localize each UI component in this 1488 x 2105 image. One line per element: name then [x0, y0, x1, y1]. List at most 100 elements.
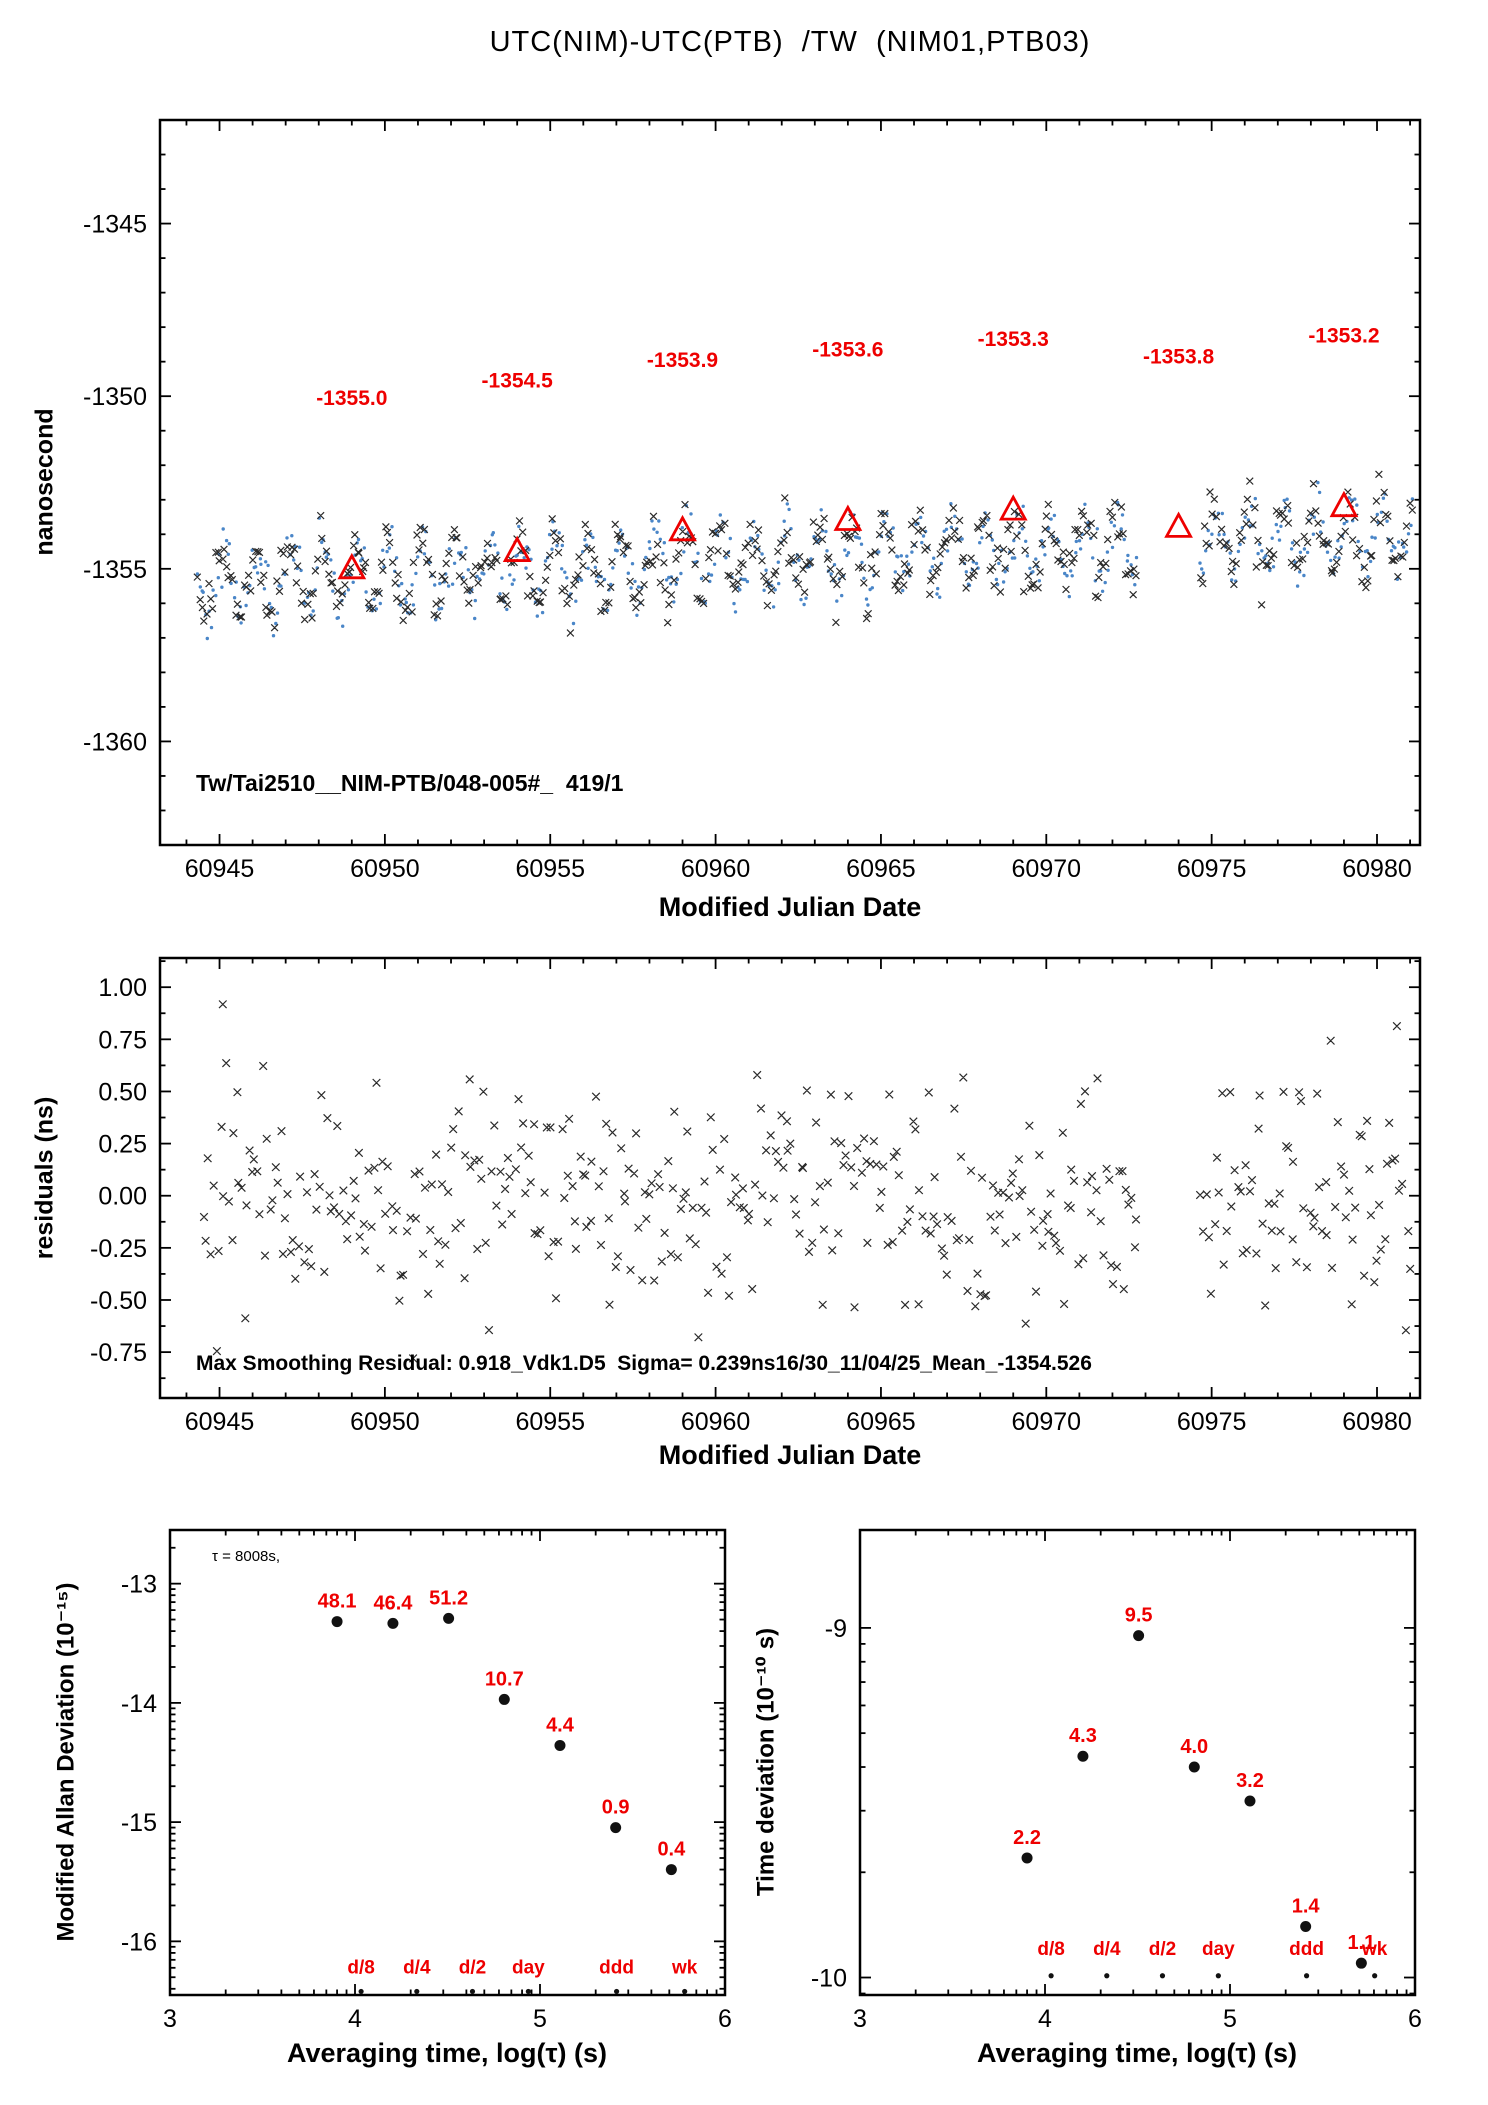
x-tick-label: 3 [853, 2005, 867, 2033]
y-tick-label: 0.25 [98, 1131, 147, 1159]
mdev-point-label: 10.7 [485, 1668, 524, 1690]
y-tick-label: -15 [121, 1809, 157, 1837]
top-panel: 60945 60950 60955 60960 60965 60970 60975 60980… [83, 118, 1422, 883]
tdev-point-label: 1.4 [1292, 1895, 1321, 1917]
duration-label: day [1202, 1939, 1235, 1960]
mdev-point [331, 1616, 343, 1628]
baseline-dot [414, 1988, 420, 1995]
mdev-point-label: 0.9 [602, 1797, 630, 1819]
mdev-xlabel: Averaging time, log(τ) (s) [286, 2038, 608, 2068]
baseline-dot [1104, 1973, 1110, 1979]
x-tick-label: 60980 [1342, 1408, 1412, 1436]
x-tick-label: 60975 [1177, 855, 1247, 883]
x-tick-label: 60965 [846, 855, 916, 883]
x-tick-label: 60960 [681, 1408, 751, 1436]
tdev-point [1188, 1761, 1200, 1773]
top-ylabel: nanosecond [30, 408, 59, 556]
daily-mean-triangle [337, 552, 367, 580]
mdev-point-label: 4.4 [546, 1714, 575, 1736]
x-tick-label: 60970 [1012, 1408, 1082, 1436]
duration-label: d/2 [1149, 1939, 1176, 1960]
tdev-ylabel: Time deviation (10⁻¹⁰ s) [752, 1627, 780, 1897]
mdev-panel: 3 4 5 6 -13 -14 -15 -16 48.1 46.4 51.2 10.7 4.4 0.9 0.… [121, 1528, 732, 2033]
duration-label: day [512, 1958, 545, 1979]
duration-label: ddd [1289, 1939, 1324, 1960]
tdev-point [1077, 1750, 1089, 1762]
mdev-point [443, 1612, 455, 1624]
daily-mean-triangle [668, 514, 697, 542]
duration-label: wk [671, 1958, 698, 1979]
baseline-dot [613, 1988, 620, 1995]
tau-note: τ = 8008s, [212, 1548, 281, 1565]
mdev-point [665, 1864, 677, 1876]
mdev-axes: 3 4 5 6 -13 -14 -15 -16 [121, 1530, 732, 2033]
top-data-points [193, 470, 1417, 641]
baseline-dot [358, 1988, 364, 1995]
y-tick-label: -9 [825, 1615, 847, 1643]
x-tick-label: 5 [533, 2005, 547, 2033]
residual-points-x [199, 1000, 1415, 1363]
x-tick-label: 6 [1408, 2005, 1422, 2033]
y-tick-label: -10 [811, 1965, 847, 1993]
duration-label: d/2 [459, 1958, 486, 1979]
mdev-frame [168, 1528, 727, 1997]
residuals-xlabel: Modified Julian Date [658, 1440, 922, 1470]
mdev-point [554, 1739, 566, 1751]
daily-mean-label: -1353.2 [1308, 325, 1379, 348]
tdev-point-label: 1.1 [1347, 1932, 1375, 1954]
x-tick-label: 4 [1038, 2005, 1052, 2033]
y-tick-label: -1350 [83, 383, 147, 411]
mdev-point [498, 1693, 510, 1705]
tdev-point [1355, 1957, 1367, 1969]
tdev-panel: 3 4 5 6 -9 -10 2.2 4.3 9.5 4.0 3.2 1.4 1.1 d/8 d/4 d/2 d… [811, 1528, 1422, 2033]
daily-mean-label: -1353.9 [647, 349, 718, 372]
y-tick-label: 0.50 [98, 1078, 147, 1106]
tdev-point-label: 9.5 [1125, 1605, 1153, 1627]
duration-label: d/8 [1037, 1939, 1064, 1960]
duration-label: ddd [599, 1958, 634, 1979]
mdev-point [387, 1617, 399, 1629]
duration-label: d/8 [347, 1958, 374, 1979]
daily-mean-label: -1353.8 [1143, 345, 1215, 368]
residuals-ylabel: residuals (ns) [30, 1096, 59, 1260]
daily-mean-triangle [833, 504, 863, 531]
x-tick-label: 60955 [515, 855, 585, 883]
residuals-axes: 60945 60950 60955 60960 60965 60970 60975 60980… [90, 958, 1420, 1436]
baseline-dot [1372, 1973, 1378, 1979]
y-tick-label: -0.25 [90, 1235, 147, 1263]
x-tick-label: 5 [1223, 2005, 1237, 2033]
tdev-point [1300, 1920, 1312, 1932]
mdev-point-label: 0.4 [657, 1839, 686, 1861]
daily-mean-triangle [502, 535, 532, 562]
x-tick-label: 3 [163, 2005, 177, 2033]
y-tick-label: -13 [121, 1571, 157, 1599]
tdev-frame [858, 1528, 1417, 1997]
x-tick-label: 60955 [515, 1408, 585, 1436]
baseline-dot [1215, 1973, 1221, 1979]
residuals-data-points [199, 1000, 1415, 1363]
daily-mean-label: -1353.6 [812, 338, 883, 361]
tdev-point-label: 3.2 [1236, 1770, 1264, 1792]
tdev-point-label: 4.3 [1069, 1725, 1097, 1747]
tdev-point [1133, 1630, 1145, 1642]
x-tick-label: 60945 [185, 1408, 255, 1436]
baseline-dot [525, 1988, 531, 1995]
y-tick-label: -1360 [83, 728, 147, 756]
tdev-point [1021, 1852, 1033, 1864]
x-tick-label: 60945 [185, 855, 255, 883]
tw-points-black-x [193, 470, 1417, 637]
daily-mean-triangle [998, 494, 1028, 521]
top-frame [158, 118, 1422, 847]
daily-mean-label: -1353.3 [978, 328, 1049, 351]
residuals-frame [158, 956, 1422, 1400]
residuals-panel: 60945 60950 60955 60960 60965 60970 60975 60980… [90, 956, 1422, 1436]
x-tick-label: 60965 [846, 1408, 916, 1436]
y-tick-label: -0.50 [90, 1287, 147, 1315]
tdev-point [1244, 1795, 1256, 1807]
tdev-point-label: 2.2 [1013, 1827, 1041, 1849]
x-tick-label: 60960 [681, 855, 751, 883]
baseline-dot [1159, 1973, 1166, 1979]
y-tick-label: -1355 [83, 556, 147, 584]
baseline-dot [1048, 1973, 1054, 1979]
